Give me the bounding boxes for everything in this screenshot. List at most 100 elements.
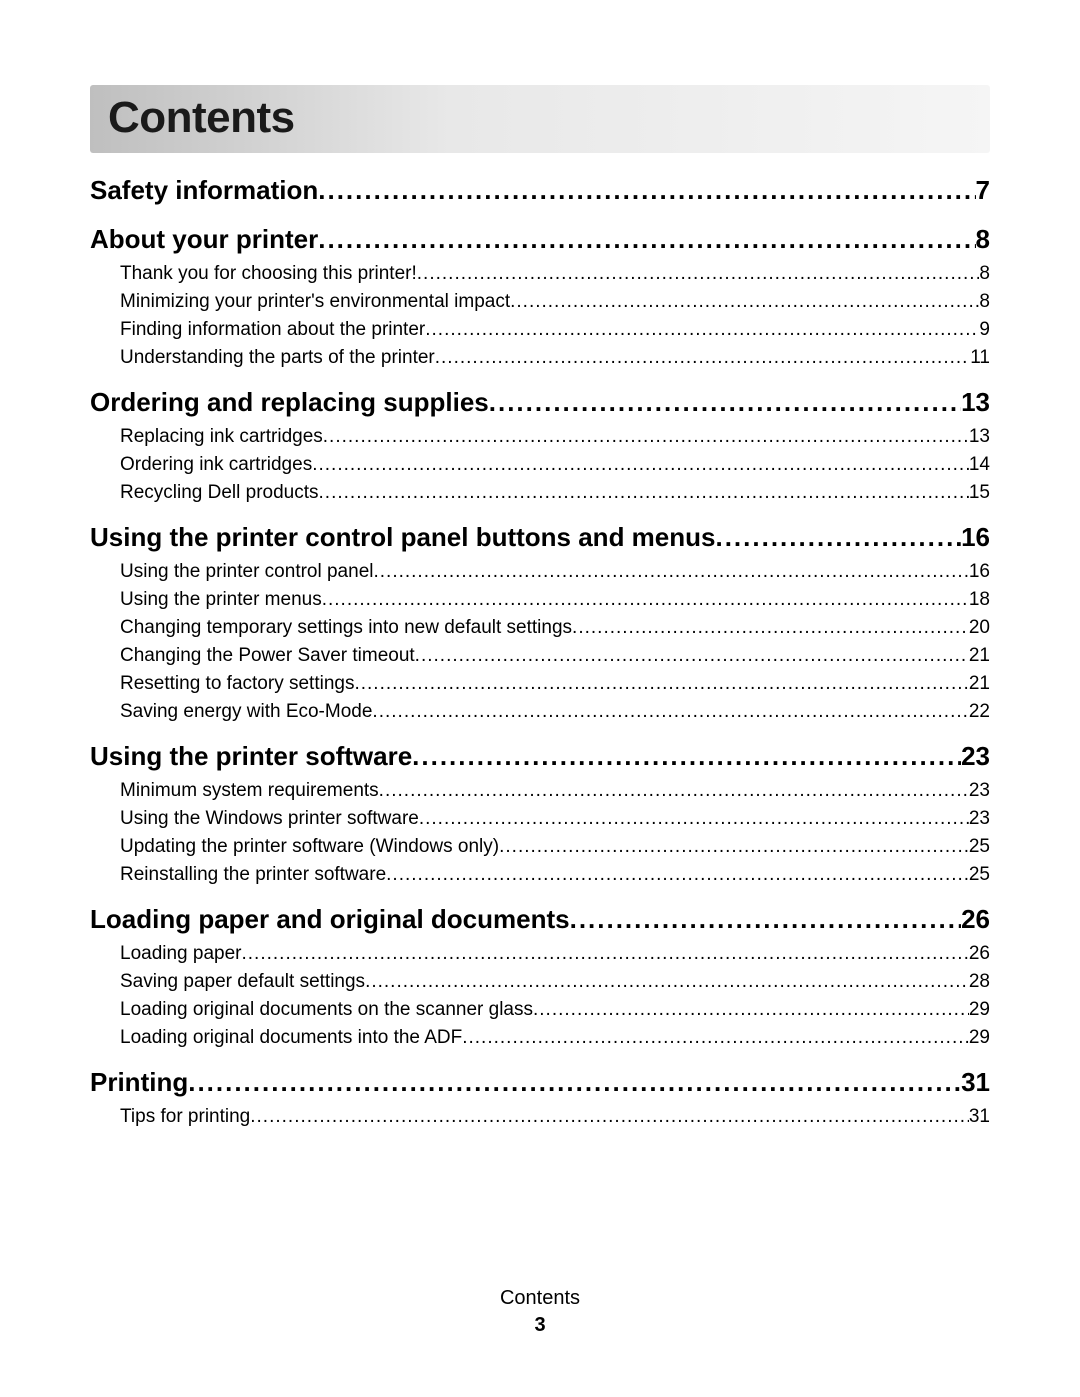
toc-sub-label: Finding information about the printer [120,319,425,341]
toc-sub-page: 25 [969,836,990,858]
toc-sub-label: Replacing ink cartridges [120,426,323,448]
toc-sub-item[interactable]: Saving paper default settings 28 [120,971,990,993]
toc-leader-dots [533,999,969,1021]
toc-sub-label: Minimizing your printer's environmental … [120,291,510,313]
toc-leader-dots [372,701,968,723]
toc-section[interactable]: Safety information 7 [90,175,990,206]
toc-leader-dots [417,263,980,285]
toc-sub-item[interactable]: Loading original documents into the ADF2… [120,1027,990,1049]
toc-sub-item[interactable]: Saving energy with Eco-Mode 22 [120,701,990,723]
toc-sub-page: 15 [969,482,990,504]
toc-leader-dots [318,175,975,206]
toc-sub-item[interactable]: Reinstalling the printer software 25 [120,864,990,886]
page-title: Contents [108,93,972,143]
toc-sub-page: 8 [979,263,990,285]
toc-leader-dots [570,904,961,935]
toc-leader-dots [242,943,969,965]
toc-sub-label: Loading paper [120,943,242,965]
toc-sub-item[interactable]: Minimum system requirements 23 [120,780,990,802]
toc-sub-page: 29 [969,1027,990,1049]
toc-section-page: 16 [961,522,990,553]
toc-sub-label: Recycling Dell products [120,482,319,504]
toc-leader-dots [425,319,979,341]
toc-sub-page: 20 [969,617,990,639]
toc-leader-dots [489,387,961,418]
toc-sub-item[interactable]: Thank you for choosing this printer! 8 [120,263,990,285]
toc-sub-item[interactable]: Finding information about the printer9 [120,319,990,341]
toc-sub-label: Saving paper default settings [120,971,365,993]
toc-sub-page: 11 [970,347,990,369]
toc-section[interactable]: Loading paper and original documents 26 [90,904,990,935]
toc-leader-dots [462,1027,969,1049]
title-bar: Contents [90,85,990,153]
toc-sub-item[interactable]: Minimizing your printer's environmental … [120,291,990,313]
toc-sub-page: 23 [969,808,990,830]
toc-section-page: 26 [961,904,990,935]
toc-sub-page: 25 [969,864,990,886]
toc-section-label: Using the printer control panel buttons … [90,522,715,553]
toc-sub-item[interactable]: Tips for printing 31 [120,1106,990,1128]
toc-leader-dots [312,454,969,476]
toc-sub-item[interactable]: Using the printer control panel16 [120,561,990,583]
toc-leader-dots [419,808,969,830]
toc-sub-label: Understanding the parts of the printer [120,347,435,369]
toc-sub-page: 13 [969,426,990,448]
toc-sub-item[interactable]: Loading paper 26 [120,943,990,965]
toc-sub-item[interactable]: Changing the Power Saver timeout 21 [120,645,990,667]
toc-leader-dots [572,617,969,639]
toc-sub-label: Reinstalling the printer software [120,864,386,886]
toc-sub-item[interactable]: Using the printer menus18 [120,589,990,611]
toc-section-label: Printing [90,1067,188,1098]
toc-section-label: Using the printer software [90,741,412,772]
toc-sub-item[interactable]: Replacing ink cartridges 13 [120,426,990,448]
toc-section-label: Loading paper and original documents [90,904,570,935]
toc-sub-label: Resetting to factory settings [120,673,354,695]
toc-sub-item[interactable]: Updating the printer software (Windows o… [120,836,990,858]
toc-leader-dots [373,561,968,583]
toc-section[interactable]: Using the printer control panel buttons … [90,522,990,553]
footer-label: Contents [0,1287,1080,1310]
toc-sub-page: 31 [969,1106,990,1128]
toc-sub-label: Tips for printing [120,1106,250,1128]
toc-sub-page: 22 [969,701,990,723]
toc-leader-dots [323,426,969,448]
toc-sub-label: Using the printer menus [120,589,322,611]
toc-sub-label: Ordering ink cartridges [120,454,312,476]
toc-sub-label: Changing the Power Saver timeout [120,645,415,667]
toc-sub-page: 21 [969,645,990,667]
toc-section[interactable]: Printing31 [90,1067,990,1098]
toc-section[interactable]: Ordering and replacing supplies13 [90,387,990,418]
toc-leader-dots [435,347,971,369]
toc-section[interactable]: Using the printer software 23 [90,741,990,772]
toc-sub-item[interactable]: Ordering ink cartridges14 [120,454,990,476]
toc-section-page: 7 [976,175,990,206]
toc-section-page: 23 [961,741,990,772]
toc-section-label: Safety information [90,175,318,206]
toc-sub-item[interactable]: Understanding the parts of the printer 11 [120,347,990,369]
toc-sub-item[interactable]: Changing temporary settings into new def… [120,617,990,639]
table-of-contents: Safety information 7 About your printer8 Th… [90,175,990,1128]
toc-sub-item[interactable]: Using the Windows printer software23 [120,808,990,830]
toc-sub-label: Thank you for choosing this printer! [120,263,417,285]
toc-leader-dots [250,1106,969,1128]
toc-sub-page: 28 [969,971,990,993]
toc-section[interactable]: About your printer8 [90,224,990,255]
toc-leader-dots [319,482,969,504]
toc-sub-page: 26 [969,943,990,965]
toc-sub-page: 8 [979,291,990,313]
toc-sub-item[interactable]: Recycling Dell products 15 [120,482,990,504]
toc-sub-label: Minimum system requirements [120,780,379,802]
toc-leader-dots [415,645,969,667]
toc-sub-page: 23 [969,780,990,802]
toc-sub-label: Saving energy with Eco-Mode [120,701,372,723]
toc-leader-dots [386,864,969,886]
toc-sub-item[interactable]: Resetting to factory settings21 [120,673,990,695]
toc-sub-label: Changing temporary settings into new def… [120,617,572,639]
toc-sub-item[interactable]: Loading original documents on the scanne… [120,999,990,1021]
footer-page-number: 3 [0,1314,1080,1337]
toc-leader-dots [379,780,969,802]
toc-sub-label: Loading original documents on the scanne… [120,999,533,1021]
toc-sub-label: Using the printer control panel [120,561,373,583]
toc-leader-dots [354,673,968,695]
toc-leader-dots [510,291,979,313]
